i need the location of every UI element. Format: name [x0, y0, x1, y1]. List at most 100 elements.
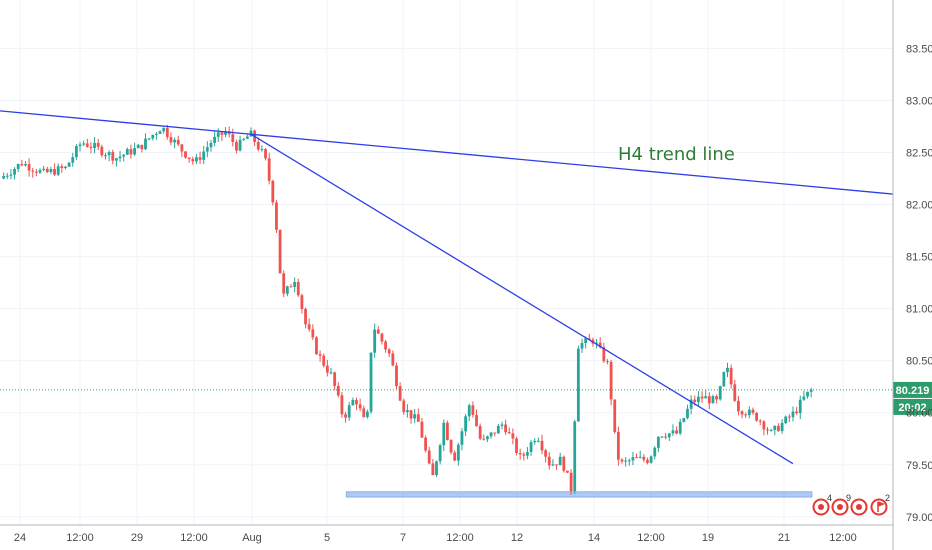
- candle-body: [809, 389, 813, 392]
- candle-body: [598, 342, 602, 348]
- candle-body: [460, 431, 464, 445]
- x-tick-label: 12:00: [637, 532, 665, 544]
- candle-body: [358, 404, 362, 409]
- candle-body: [620, 459, 624, 462]
- candle-body: [322, 355, 326, 366]
- candle-body: [478, 426, 482, 439]
- candle-body: [529, 442, 533, 452]
- candle-body: [409, 410, 413, 419]
- trend-lines-layer[interactable]: [0, 110, 894, 465]
- candle-body: [453, 452, 457, 461]
- candle-body: [496, 425, 500, 434]
- candle-body: [362, 408, 366, 418]
- candle-body: [646, 459, 649, 463]
- x-tick-label: 5: [324, 532, 330, 544]
- candle-body: [500, 424, 504, 426]
- candle-body: [278, 229, 282, 274]
- candle-body: [93, 142, 96, 149]
- candle-body: [427, 450, 431, 464]
- x-tick-label: 12: [511, 532, 523, 544]
- candle-body: [449, 439, 453, 453]
- candle-body: [544, 450, 548, 457]
- x-tick-label: 12:00: [66, 532, 94, 544]
- candle-body: [398, 386, 402, 401]
- candle-body: [151, 134, 155, 139]
- candle-body: [209, 142, 213, 148]
- candle-body: [67, 162, 71, 167]
- candle-body: [74, 146, 78, 158]
- candle-body: [136, 144, 140, 149]
- target-icon-dot: [818, 504, 824, 510]
- candle-body: [489, 432, 493, 437]
- candle-body: [369, 352, 373, 412]
- candle-body: [580, 343, 584, 349]
- candle-body: [271, 180, 275, 203]
- event-badges[interactable]: 4 9 2: [812, 493, 891, 516]
- candle-body: [704, 396, 708, 399]
- event-badge[interactable]: 9: [831, 493, 852, 516]
- candle-body: [536, 440, 540, 442]
- candle-body: [365, 411, 369, 418]
- trend-line[interactable]: [0, 110, 894, 195]
- candle-body: [515, 438, 518, 453]
- candle-body: [755, 412, 758, 421]
- event-badge[interactable]: [850, 498, 868, 516]
- grid: [0, 0, 893, 525]
- candle-body: [740, 411, 744, 415]
- candle-body: [373, 329, 377, 353]
- candle-body: [787, 416, 791, 418]
- candle-body: [562, 456, 566, 471]
- candle-body: [238, 139, 242, 151]
- candle-body: [802, 396, 806, 400]
- event-badge[interactable]: 4: [812, 493, 833, 516]
- candle-body: [507, 432, 511, 434]
- candle-body: [766, 429, 769, 431]
- candle-body: [267, 158, 271, 181]
- candle-body: [784, 416, 788, 424]
- candle-body: [213, 136, 217, 143]
- candle-body: [129, 149, 133, 155]
- candle-body: [71, 157, 75, 163]
- y-tick-label: 83.000: [906, 95, 932, 107]
- last-price-label: 80.219: [896, 385, 930, 397]
- event-badge[interactable]: 2: [870, 493, 891, 516]
- candle-body: [24, 164, 27, 166]
- candle-body: [231, 134, 235, 142]
- candle-body: [693, 399, 697, 403]
- trend-line[interactable]: [249, 133, 794, 465]
- candle-body: [718, 386, 722, 400]
- candle-body: [256, 141, 260, 150]
- x-tick-label: Aug: [242, 532, 262, 544]
- candle-body: [34, 171, 38, 173]
- candle-body: [606, 361, 609, 363]
- candle-body: [60, 166, 64, 169]
- candle-body: [147, 138, 151, 140]
- candle-body: [435, 461, 438, 476]
- candle-body: [431, 463, 435, 476]
- candle-body: [140, 144, 144, 150]
- candle-body: [613, 399, 617, 432]
- y-tick-label: 82.000: [906, 200, 932, 212]
- candle-body: [296, 282, 300, 296]
- y-tick-label: 79.000: [906, 512, 932, 524]
- candle-body: [42, 168, 46, 170]
- flag-icon-shape: [877, 501, 886, 512]
- x-tick-label: 14: [588, 532, 600, 544]
- candle-body: [678, 421, 682, 434]
- candle-body: [566, 470, 569, 473]
- candle-body: [446, 422, 449, 440]
- candle-body: [576, 348, 580, 422]
- candle-body: [293, 282, 297, 287]
- candle-body: [224, 131, 227, 135]
- candle-body: [518, 452, 522, 455]
- candle-body: [511, 433, 515, 439]
- candle-body: [311, 329, 315, 338]
- candle-body: [471, 405, 475, 416]
- candle-body: [235, 141, 238, 151]
- y-tick-label: 80.500: [906, 356, 932, 368]
- candle-body: [245, 136, 249, 139]
- candle-body: [747, 409, 751, 416]
- candle-body: [729, 367, 733, 385]
